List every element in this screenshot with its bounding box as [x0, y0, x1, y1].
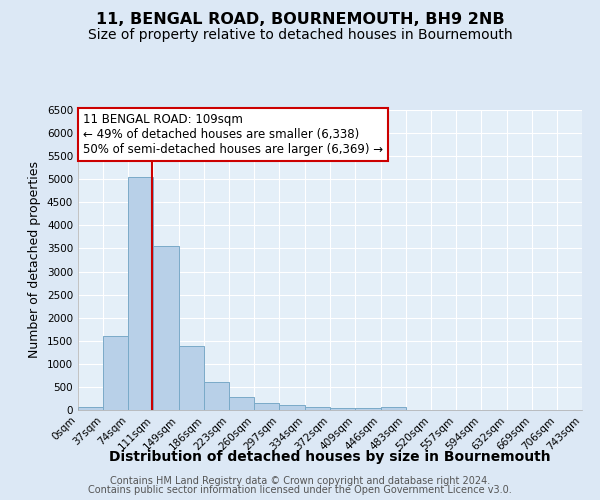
Bar	[103, 336, 128, 410]
Bar	[254, 403, 280, 410]
Text: 11, BENGAL ROAD, BOURNEMOUTH, BH9 2NB: 11, BENGAL ROAD, BOURNEMOUTH, BH9 2NB	[95, 12, 505, 28]
Bar	[229, 396, 254, 410]
Bar	[128, 177, 153, 410]
Bar	[153, 246, 179, 410]
Bar	[355, 408, 380, 410]
Text: Contains public sector information licensed under the Open Government Licence v3: Contains public sector information licen…	[88, 485, 512, 495]
Bar	[179, 346, 204, 410]
Text: Size of property relative to detached houses in Bournemouth: Size of property relative to detached ho…	[88, 28, 512, 42]
Bar	[78, 406, 103, 410]
Text: 11 BENGAL ROAD: 109sqm
← 49% of detached houses are smaller (6,338)
50% of semi-: 11 BENGAL ROAD: 109sqm ← 49% of detached…	[83, 113, 383, 156]
Y-axis label: Number of detached properties: Number of detached properties	[28, 162, 41, 358]
Bar	[204, 382, 229, 410]
Bar	[280, 406, 305, 410]
Text: Distribution of detached houses by size in Bournemouth: Distribution of detached houses by size …	[109, 450, 551, 464]
Bar	[331, 408, 355, 410]
Text: Contains HM Land Registry data © Crown copyright and database right 2024.: Contains HM Land Registry data © Crown c…	[110, 476, 490, 486]
Bar	[380, 407, 406, 410]
Bar	[305, 407, 331, 410]
